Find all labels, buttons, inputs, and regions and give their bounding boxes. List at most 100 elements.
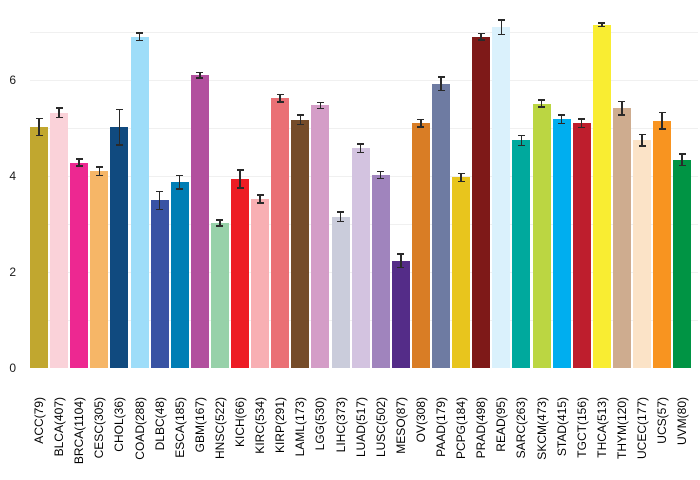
- error-bar-bottom-cap-sarc: [517, 144, 525, 147]
- error-bar-top-cap-read: [497, 19, 505, 21]
- error-bar-bottom-cap-acc: [35, 134, 43, 137]
- error-bar-top-cap-uvm: [678, 153, 686, 155]
- error-bar-line-thym: [621, 101, 623, 116]
- bar-uvm: [673, 159, 692, 368]
- bar-lgg: [311, 105, 330, 368]
- bar-cesc: [90, 171, 109, 368]
- error-bar-bottom-cap-tgct: [578, 126, 586, 129]
- bar-kirp: [271, 98, 290, 368]
- error-bar-bottom-cap-kirc: [256, 202, 264, 204]
- error-bar-top-cap-thca: [598, 22, 606, 24]
- error-bar-top-cap-gbm: [196, 71, 204, 74]
- error-bar-line-lihc: [339, 212, 342, 222]
- error-bar-bottom-cap-luad: [357, 151, 365, 154]
- error-bar-line-cesc: [98, 166, 101, 176]
- error-bar-top-cap-hnsc: [216, 219, 224, 221]
- error-bar-line-blca: [58, 107, 60, 118]
- bar-tgct: [572, 123, 591, 368]
- error-bar-bottom-cap-pcpg: [457, 180, 465, 183]
- x-tick-label-brca: BRCA(1104): [72, 397, 87, 465]
- error-bar-line-stad: [560, 115, 563, 124]
- error-bar-top-cap-cesc: [95, 166, 103, 168]
- bar-laml: [291, 119, 310, 368]
- y-tick-label-6: 6: [9, 73, 16, 87]
- x-tick-label-hnsc: HNSC(522): [212, 397, 227, 460]
- error-bar-line-read: [500, 20, 503, 35]
- bar-luad: [351, 148, 370, 368]
- x-tick-label-kich: KICH(66): [233, 397, 247, 448]
- bar-skcm: [532, 103, 551, 368]
- bar-blca: [50, 112, 69, 368]
- error-bar-top-cap-luad: [357, 143, 365, 145]
- error-bar-top-cap-coad: [136, 32, 143, 34]
- error-bar-top-cap-prad: [477, 32, 485, 35]
- error-bar-bottom-cap-prad: [477, 39, 485, 41]
- bar-kirc: [251, 199, 270, 368]
- error-bar-line-acc: [38, 118, 40, 136]
- x-tick-label-ov: OV(308): [413, 397, 428, 443]
- x-tick-label-tgct: TGCT(156): [574, 397, 589, 458]
- error-bar-line-kich: [239, 169, 241, 188]
- error-bar-bottom-cap-read: [497, 33, 505, 36]
- x-tick-label-sarc: SARC(263): [514, 397, 529, 459]
- error-bar-bottom-cap-lgg: [316, 107, 324, 110]
- error-bar-bottom-cap-gbm: [196, 77, 204, 79]
- gridline-y7: [30, 32, 698, 33]
- x-tick-label-lusc: LUSC(502): [373, 397, 388, 458]
- bar-brca: [70, 162, 89, 368]
- error-bar-line-dlbc: [158, 191, 161, 210]
- x-tick-label-thca: THCA(513): [594, 397, 609, 458]
- error-bar-line-esca: [178, 175, 181, 189]
- x-tick-label-cesc: CESC(305): [92, 397, 107, 459]
- bar-paad: [432, 83, 450, 368]
- error-bar-bottom-cap-paad: [437, 89, 445, 92]
- x-tick-label-kirc: KIRC(534): [253, 397, 268, 454]
- error-bar-top-cap-pcpg: [457, 172, 465, 175]
- error-bar-bottom-cap-thym: [618, 114, 626, 116]
- y-tick-label-4: 4: [9, 169, 16, 183]
- error-bar-line-gbm: [199, 72, 201, 79]
- bar-kich: [231, 178, 249, 368]
- bar-ucec: [633, 140, 651, 368]
- bar-esca: [170, 182, 189, 368]
- error-bar-bottom-cap-stad: [558, 122, 566, 125]
- x-tick-label-acc: ACC(79): [32, 397, 46, 444]
- error-bar-line-paad: [440, 77, 442, 91]
- error-bar-top-cap-ucs: [658, 111, 666, 114]
- error-bar-top-cap-meso: [397, 253, 405, 255]
- error-bar-top-cap-sarc: [517, 134, 525, 137]
- x-tick-label-luad: LUAD(517): [353, 397, 368, 458]
- error-bar-line-lusc: [379, 171, 382, 179]
- error-bar-line-ucs: [661, 112, 663, 129]
- error-bar-top-cap-esca: [176, 174, 184, 177]
- error-bar-top-cap-lgg: [316, 101, 324, 104]
- error-bar-bottom-cap-cesc: [95, 174, 103, 177]
- bar-read: [492, 27, 511, 368]
- bar-prad: [472, 36, 491, 368]
- error-bar-line-sarc: [520, 135, 523, 146]
- bar-pcpg: [452, 177, 471, 368]
- error-bar-bottom-cap-chol: [115, 144, 123, 146]
- error-bar-top-cap-lusc: [377, 170, 385, 173]
- error-bar-line-laml: [299, 115, 302, 125]
- error-bar-bottom-cap-skcm: [538, 106, 545, 108]
- x-tick-label-ucs: UCS(57): [655, 397, 670, 444]
- x-tick-label-skcm: SKCM(473): [534, 397, 549, 460]
- error-bar-top-cap-laml: [296, 114, 304, 116]
- bar-gbm: [190, 75, 209, 368]
- x-tick-label-gbm: GBM(167): [192, 397, 207, 453]
- gridline-y5: [30, 128, 698, 129]
- x-tick-label-kirp: KIRP(291): [273, 397, 288, 454]
- x-tick-label-chol: CHOL(36): [112, 397, 127, 452]
- error-bar-top-cap-skcm: [538, 99, 545, 101]
- error-bar-line-coad: [138, 32, 141, 41]
- error-bar-bottom-cap-ucs: [658, 128, 666, 130]
- x-tick-label-coad: COAD(288): [132, 397, 147, 460]
- error-bar-top-cap-kirc: [256, 194, 264, 196]
- gridline-y6: [30, 80, 698, 81]
- error-bar-line-chol: [118, 109, 121, 145]
- error-bar-line-luad: [359, 143, 362, 153]
- y-tick-label-0: 0: [9, 361, 16, 375]
- error-bar-bottom-cap-blca: [55, 116, 63, 119]
